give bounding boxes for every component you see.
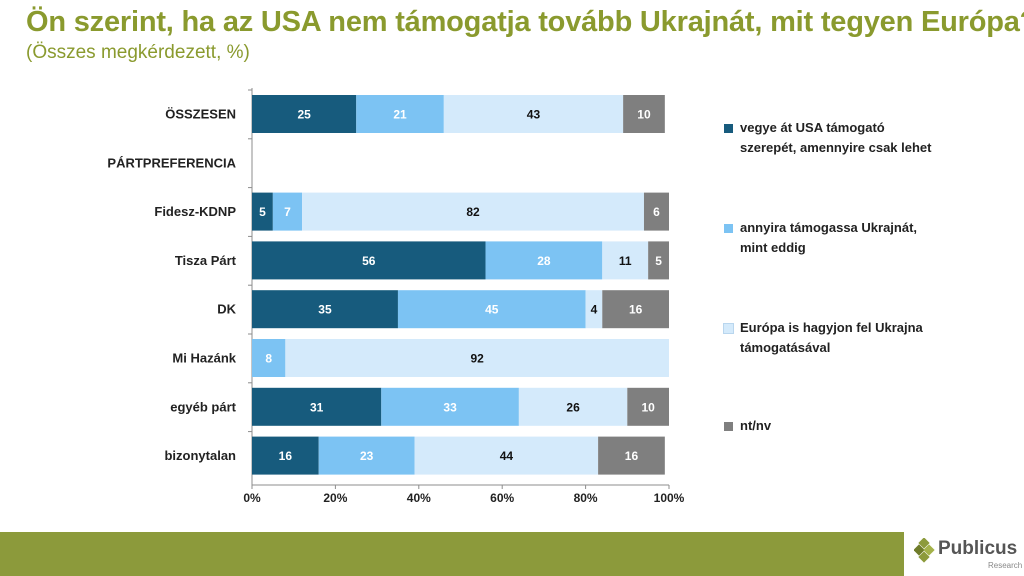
publicus-logo: Publicus Research [904,528,1024,576]
legend-swatch [724,124,733,133]
x-tick-label: 80% [574,491,598,505]
bar-segment [381,387,519,426]
data-label: 31 [310,400,324,414]
category-label: bizonytalan [164,448,236,463]
bar-segment [443,95,624,133]
publicus-brand: Publicus [938,538,1018,559]
data-label: 35 [318,303,332,317]
chart-subtitle: (Összes megkérdezett, %) [26,42,250,63]
bar-segment [252,290,398,329]
category-label: egyéb párt [170,399,236,414]
legend-swatch [724,422,733,431]
legend-label: annyira támogassa Ukrajnát, mint eddig [740,220,918,255]
data-label: 10 [641,400,655,414]
category-label: Tisza Párt [175,253,237,268]
data-label: 5 [259,205,266,219]
data-label: 5 [655,254,662,268]
bar-segment [272,192,303,231]
bar-segment [397,290,586,329]
bar-segment [518,387,628,426]
legend-swatch [724,224,733,233]
bar-segment [285,339,669,377]
legend-label: Európa is hagyjon fel Ukrajna támogatásáv… [740,320,923,355]
bar-segment [414,436,599,475]
data-label: 10 [637,108,651,122]
bar-segment [648,241,669,280]
bar-segment [252,339,286,377]
bar-segment [598,436,665,475]
bar-segment [252,95,357,133]
chart-title: Ön szerint, ha az USA nem támogatja tová… [26,6,1024,38]
data-label: 45 [485,303,499,317]
x-tick-label: 40% [407,491,431,505]
data-label: 8 [265,352,272,366]
data-label: 28 [537,254,551,268]
data-label: 23 [360,449,374,463]
data-label: 33 [443,400,457,414]
bar-segment [252,192,273,231]
bar-segment [252,387,382,426]
x-tick-label: 0% [243,491,261,505]
bar-segment [356,95,444,133]
category-label: DK [217,302,236,317]
data-label: 4 [591,303,598,317]
bar-segment [623,95,665,133]
bar-segment [252,241,486,280]
category-label: PÁRTPREFERENCIA [107,155,236,170]
bar-segment [627,387,669,426]
data-label: 25 [297,108,311,122]
data-label: 26 [566,400,580,414]
bar-segment [602,290,669,329]
data-label: 92 [471,352,485,366]
data-label: 56 [362,254,376,268]
bar-segment [643,192,669,231]
data-label: 6 [653,205,660,219]
footer-bar [0,532,1024,576]
data-label: 11 [619,254,632,268]
legend-label: nt/nv [740,418,772,433]
publicus-brand-sub: Research [988,561,1023,570]
legend-swatch [723,323,734,334]
data-label: 21 [393,108,407,122]
data-label: 7 [284,205,291,219]
data-label: 43 [527,108,541,122]
data-label: 44 [500,449,514,463]
legend-label: vegye át USA támogató szerepét, amennyire… [740,120,932,155]
bar-segment [602,241,649,280]
x-tick-label: 100% [654,491,685,505]
data-label: 16 [625,449,639,463]
bar-segment [485,241,603,280]
publicus-logo-icon [914,538,935,563]
data-label: 82 [466,205,480,219]
data-label: 16 [279,449,293,463]
bar-segment [585,290,603,329]
category-label: ÖSSZESEN [165,107,236,122]
category-label: Mi Hazánk [172,351,236,366]
stacked-bar-chart: 0% 20% 40% 60% 80% 100% ÖSSZESEN 25 21 43 10 PÁRTPR… [107,88,685,505]
bar-segment [318,436,415,475]
category-label: Fidesz-KDNP [154,204,236,219]
x-tick-label: 20% [323,491,347,505]
x-tick-label: 60% [490,491,514,505]
data-label: 16 [629,303,643,317]
bar-segment [252,436,319,475]
bar-segment [302,192,644,231]
